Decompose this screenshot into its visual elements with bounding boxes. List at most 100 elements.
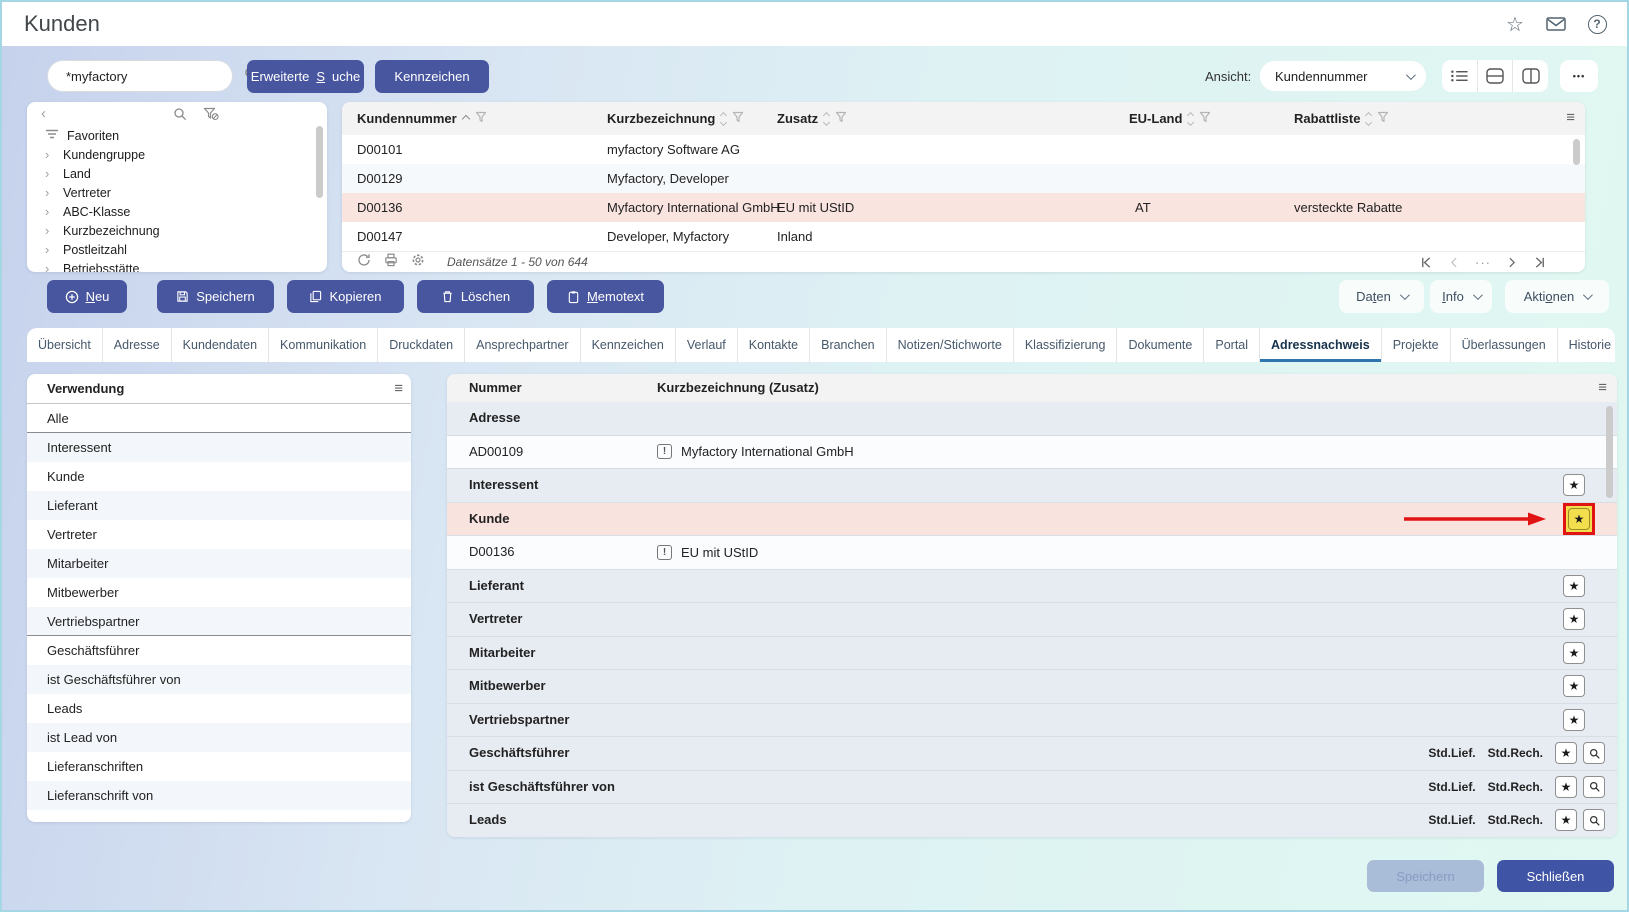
nachweis-row-d00136[interactable]: D00136 ! EU mit UStID: [447, 536, 1617, 570]
table-scrollbar[interactable]: [1573, 139, 1580, 165]
speichern-button[interactable]: Speichern: [157, 280, 274, 313]
tab-verlauf[interactable]: Verlauf: [676, 328, 738, 362]
settings-gear-icon[interactable]: [411, 253, 425, 272]
column-header-kurzbezeichnung[interactable]: Kurzbezeichnung: [607, 102, 744, 135]
nachweis-menu-icon[interactable]: ≡: [1598, 379, 1607, 396]
next-page-icon[interactable]: [1506, 256, 1518, 269]
verwendung-item-alle[interactable]: Alle: [27, 404, 411, 433]
tab-klassifizierung[interactable]: Klassifizierung: [1014, 328, 1118, 362]
nachweis-group-lieferant[interactable]: Lieferant ★: [447, 569, 1617, 603]
refresh-icon[interactable]: [357, 253, 371, 272]
tab-kundendaten[interactable]: Kundendaten: [172, 328, 270, 362]
nachweis-group-vertreter[interactable]: Vertreter ★: [447, 603, 1617, 637]
star-button-highlighted[interactable]: ★: [1568, 507, 1590, 530]
tab-adressnachweis-active[interactable]: Adressnachweis: [1260, 328, 1382, 362]
verwendung-item-lieferant[interactable]: Lieferant: [27, 491, 411, 520]
tab-adresse[interactable]: Adresse: [103, 328, 172, 362]
nachweis-group-ist-geschaeftsfuehrer-von[interactable]: ist Geschäftsführer von Std.Lief. Std.Re…: [447, 770, 1617, 804]
tab-notizen-stichworte[interactable]: Notizen/Stichworte: [887, 328, 1014, 362]
tab-kommunikation[interactable]: Kommunikation: [269, 328, 379, 362]
star-button[interactable]: ★: [1563, 608, 1585, 631]
tab-dokumente[interactable]: Dokumente: [1117, 328, 1205, 362]
tree-item-kundengruppe[interactable]: › Kundengruppe: [45, 147, 146, 162]
magnifier-button[interactable]: [1583, 742, 1605, 765]
verwendung-item-mitarbeiter[interactable]: Mitarbeiter: [27, 549, 411, 578]
tree-item-vertreter[interactable]: › Vertreter: [45, 185, 111, 200]
filter-icon[interactable]: [1199, 111, 1211, 126]
table-row-d00101[interactable]: D00101 myfactory Software AG: [357, 142, 740, 157]
tab-kennzeichen[interactable]: Kennzeichen: [581, 328, 676, 362]
ansicht-select[interactable]: Kundennummer: [1260, 61, 1426, 91]
tab-kontakte[interactable]: Kontakte: [738, 328, 811, 362]
column-header-eu-land[interactable]: EU-Land: [1129, 102, 1211, 135]
nachweis-group-mitarbeiter[interactable]: Mitarbeiter ★: [447, 636, 1617, 670]
print-icon[interactable]: [384, 253, 398, 272]
nachweis-group-adresse[interactable]: Adresse: [447, 402, 1617, 436]
prev-page-icon[interactable]: [1448, 256, 1460, 269]
aktionen-dropdown-button[interactable]: Aktionen: [1505, 280, 1609, 313]
split-horizontal-view-icon[interactable]: [1476, 60, 1513, 92]
tab-uebersicht[interactable]: Übersicht: [27, 328, 103, 362]
filter-icon[interactable]: [732, 111, 744, 126]
tree-item-favoriten[interactable]: Favoriten: [27, 126, 327, 145]
verwendung-item-leads[interactable]: Leads: [47, 701, 83, 716]
verwendung-item-kunde[interactable]: Kunde: [47, 469, 85, 484]
star-button[interactable]: ★: [1563, 708, 1585, 731]
tree-search-icon[interactable]: [173, 107, 187, 126]
tab-ansprechpartner[interactable]: Ansprechpartner: [465, 328, 581, 362]
info-exclaim-icon[interactable]: !: [657, 544, 672, 560]
tree-item-kurzbezeichnung[interactable]: › Kurzbezeichnung: [45, 223, 160, 238]
tab-ueberlassungen[interactable]: Überlassungen: [1451, 328, 1558, 362]
nachweis-group-leads[interactable]: Leads Std.Lief. Std.Rech. ★: [447, 804, 1617, 837]
nachweis-scrollbar[interactable]: [1606, 406, 1613, 498]
star-button[interactable]: ★: [1563, 574, 1585, 597]
tab-branchen[interactable]: Branchen: [810, 328, 887, 362]
verwendung-item-ist-lead-von[interactable]: ist Lead von: [27, 723, 411, 752]
tree-item-betriebsstaette[interactable]: › Betriebsstätte: [27, 259, 327, 272]
split-vertical-view-icon[interactable]: [1512, 60, 1548, 92]
info-dropdown-button[interactable]: Info: [1430, 280, 1492, 313]
filter-clear-icon[interactable]: [203, 107, 219, 126]
kennzeichen-button[interactable]: Kennzeichen: [375, 60, 489, 93]
mail-icon[interactable]: [1544, 12, 1568, 36]
kopieren-button[interactable]: Kopieren: [287, 280, 404, 313]
star-button[interactable]: ★: [1555, 742, 1577, 765]
first-page-icon[interactable]: [1419, 256, 1433, 269]
verwendung-menu-icon[interactable]: ≡: [394, 380, 403, 397]
magnifier-button[interactable]: [1583, 809, 1605, 832]
magnifier-button[interactable]: [1583, 775, 1605, 798]
tree-scrollbar[interactable]: [316, 126, 323, 198]
daten-dropdown-button[interactable]: Daten: [1339, 280, 1424, 313]
table-row-d00129[interactable]: D00129 Myfactory, Developer: [342, 164, 1585, 193]
memotext-button[interactable]: Memotext: [547, 280, 664, 313]
last-page-icon[interactable]: [1533, 256, 1547, 269]
verwendung-item-mitbewerber[interactable]: Mitbewerber: [47, 585, 119, 600]
verwendung-item-ist-geschaeftsfuehrer-von[interactable]: ist Geschäftsführer von: [27, 665, 411, 694]
tab-projekte[interactable]: Projekte: [1382, 328, 1451, 362]
table-menu-icon[interactable]: ≡: [1566, 109, 1575, 126]
tree-item-postleitzahl[interactable]: › Postleitzahl: [45, 242, 127, 257]
tab-portal[interactable]: Portal: [1204, 328, 1261, 362]
verwendung-item-lieferanschrift-von[interactable]: Lieferanschrift von: [27, 781, 411, 810]
tab-historie[interactable]: Historie: [1558, 328, 1615, 362]
star-button[interactable]: ★: [1563, 675, 1585, 698]
column-header-kundennummer[interactable]: Kundennummer: [357, 102, 487, 135]
star-button[interactable]: ★: [1563, 641, 1585, 664]
more-options-button[interactable]: •••: [1560, 60, 1598, 92]
filter-icon[interactable]: [475, 111, 487, 126]
help-icon[interactable]: ?: [1585, 12, 1609, 36]
nachweis-group-mitbewerber[interactable]: Mitbewerber ★: [447, 670, 1617, 704]
verwendung-item-geschaeftsfuehrer[interactable]: Geschäftsführer: [47, 643, 140, 658]
verwendung-item-lieferanschriften[interactable]: Lieferanschriften: [47, 759, 144, 774]
star-button[interactable]: ★: [1555, 809, 1577, 832]
favorite-star-icon[interactable]: ☆: [1506, 13, 1524, 36]
nachweis-group-interessent[interactable]: Interessent ★: [447, 469, 1617, 503]
collapse-panel-icon[interactable]: ‹: [41, 105, 46, 122]
tree-item-land[interactable]: › Land: [45, 166, 91, 181]
filter-icon[interactable]: [835, 111, 847, 126]
info-exclaim-icon[interactable]: !: [657, 444, 672, 460]
filter-icon[interactable]: [1377, 111, 1389, 126]
list-view-icon[interactable]: [1442, 60, 1477, 92]
nachweis-row-ad00109[interactable]: AD00109 ! Myfactory International GmbH: [447, 435, 1617, 469]
